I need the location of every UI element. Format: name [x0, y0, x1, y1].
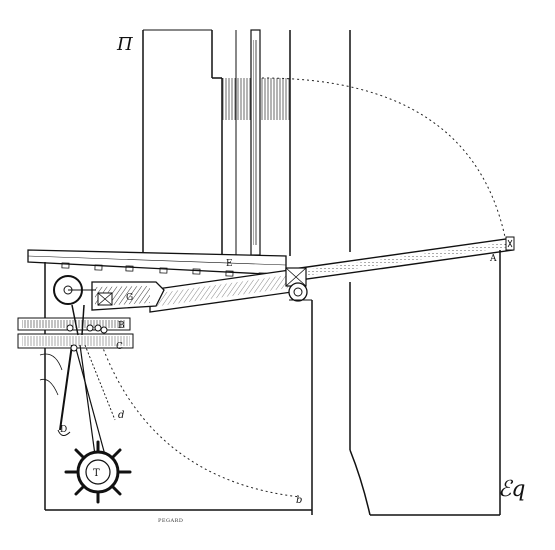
- right-pedestal: [306, 250, 501, 516]
- label-t: T: [93, 468, 100, 479]
- main-beam: [285, 236, 515, 283]
- label-g: G: [126, 293, 133, 303]
- guide-rails: [17, 317, 134, 349]
- handwheel: [64, 440, 132, 504]
- engraver-signature: PEGARD: [158, 518, 183, 524]
- floor-beam: [27, 249, 287, 279]
- label-e: E: [226, 259, 233, 269]
- figure-label-pi: Π: [116, 34, 133, 55]
- label-b-lower: b: [296, 495, 302, 506]
- label-d-lower: d: [118, 410, 124, 421]
- lever-arm: [149, 269, 293, 313]
- counterweight-block: [91, 281, 165, 311]
- pulley-wheel: [53, 275, 96, 305]
- pivot-hub: [285, 267, 308, 302]
- label-c: C: [116, 342, 123, 352]
- monogram-signature: ℰq: [498, 477, 525, 502]
- arc-path-upper: [261, 77, 506, 238]
- arc-path-lower: [99, 339, 301, 498]
- lower-frame: [44, 262, 312, 511]
- left-wall: [142, 29, 223, 256]
- label-a: A: [489, 254, 497, 264]
- label-b: B: [118, 321, 125, 331]
- vertical-slider-rod: [250, 29, 261, 256]
- label-d-upper: D: [60, 425, 67, 435]
- linkage-rods: [39, 304, 116, 456]
